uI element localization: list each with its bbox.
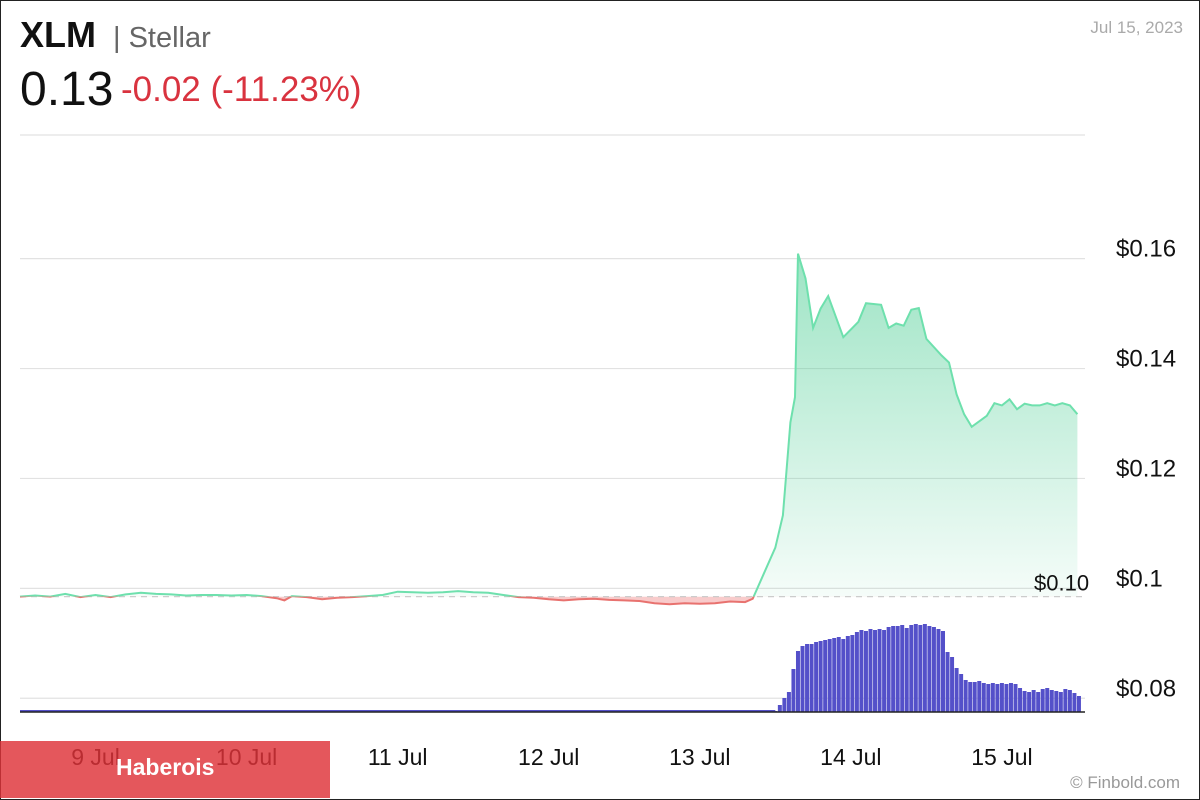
volume-bar bbox=[809, 644, 814, 712]
volume-bar bbox=[1054, 691, 1059, 712]
volume-bar bbox=[841, 639, 846, 712]
volume-bar bbox=[909, 625, 914, 712]
y-tick-label: $0.12 bbox=[1116, 455, 1176, 482]
volume-bar bbox=[922, 624, 927, 712]
volume-bar bbox=[1045, 688, 1050, 712]
volume-bar bbox=[1008, 683, 1013, 712]
volume-bar bbox=[945, 652, 950, 712]
volume-bar bbox=[1076, 696, 1081, 712]
price-line-up bbox=[19, 253, 1079, 597]
current-price: 0.13 bbox=[20, 63, 114, 116]
volume-bar bbox=[868, 629, 873, 712]
volume-bar bbox=[791, 669, 796, 712]
price-change: -0.02 (-11.23%) bbox=[121, 70, 362, 109]
volume-bar bbox=[1018, 688, 1023, 712]
volume-bar bbox=[977, 681, 982, 712]
volume-bar bbox=[1040, 689, 1045, 712]
volume-bar bbox=[931, 627, 936, 712]
volume-bar bbox=[950, 657, 955, 712]
baseline-label: $0.10 bbox=[1034, 571, 1089, 596]
volume-bar bbox=[859, 630, 864, 712]
x-tick-label: 14 Jul bbox=[820, 744, 881, 770]
volume-bar bbox=[1004, 684, 1009, 712]
watermark-banner bbox=[0, 741, 330, 798]
volume-bar bbox=[918, 625, 923, 712]
volume-bar bbox=[900, 625, 905, 712]
y-tick-label: $0.16 bbox=[1116, 236, 1176, 263]
volume-bar bbox=[986, 684, 991, 712]
volume-bar bbox=[990, 683, 995, 712]
volume-bar bbox=[927, 626, 932, 712]
volume-bar bbox=[1031, 690, 1036, 712]
volume-bar bbox=[886, 627, 891, 712]
volume-bar bbox=[863, 631, 868, 712]
volume-bar bbox=[873, 630, 878, 712]
volume-bar bbox=[1036, 692, 1041, 712]
volume-bar bbox=[891, 626, 896, 712]
volume-bar bbox=[1022, 691, 1027, 712]
volume-bar bbox=[954, 668, 959, 712]
asset-name: | Stellar bbox=[113, 22, 211, 54]
volume-bar bbox=[941, 631, 945, 712]
volume-bar bbox=[827, 639, 832, 712]
volume-bar bbox=[845, 636, 850, 712]
x-tick-label: 13 Jul bbox=[669, 744, 730, 770]
x-tick-label: 12 Jul bbox=[518, 744, 579, 770]
x-tick-label: 15 Jul bbox=[971, 744, 1032, 770]
volume-bar bbox=[904, 628, 909, 712]
volume-bar bbox=[786, 692, 791, 712]
area-fill-down bbox=[20, 596, 1078, 605]
volume-bar bbox=[805, 644, 810, 712]
volume-bar bbox=[836, 637, 841, 712]
volume-bar bbox=[800, 646, 805, 712]
volume-bar bbox=[959, 674, 964, 712]
volume-bar bbox=[823, 640, 828, 712]
source-credit: © Finbold.com bbox=[1070, 773, 1180, 792]
volume-bar bbox=[1063, 689, 1068, 712]
volume-bar bbox=[882, 630, 887, 712]
y-tick-label: $0.14 bbox=[1116, 346, 1176, 373]
volume-bar bbox=[850, 635, 855, 712]
price-line-down bbox=[19, 596, 755, 606]
volume-bar bbox=[1058, 692, 1063, 712]
volume-bar bbox=[936, 629, 941, 712]
volume-bar bbox=[1067, 690, 1072, 712]
volume-bar bbox=[913, 624, 918, 712]
volume-bar bbox=[968, 682, 973, 712]
area-fill-up bbox=[20, 253, 1078, 597]
y-tick-label: $0.08 bbox=[1116, 675, 1176, 702]
volume-bar bbox=[777, 705, 782, 712]
volume-bar bbox=[1049, 690, 1054, 712]
volume-bar bbox=[814, 642, 819, 712]
volume-bar bbox=[963, 680, 968, 712]
volume-bar bbox=[818, 641, 823, 712]
volume-bar bbox=[795, 651, 800, 712]
volume-bar bbox=[995, 684, 1000, 712]
volume-bar bbox=[1013, 684, 1018, 712]
volume-bar bbox=[999, 683, 1004, 712]
volume-bar bbox=[854, 632, 859, 712]
volume-bar bbox=[877, 629, 882, 712]
volume-bar-low bbox=[20, 710, 776, 712]
volume-bar bbox=[782, 698, 787, 712]
volume-bar bbox=[1072, 693, 1077, 712]
chart-date: Jul 15, 2023 bbox=[1090, 18, 1183, 37]
watermark-text: Haberois bbox=[116, 754, 215, 780]
volume-bar bbox=[981, 683, 986, 712]
volume-bar bbox=[972, 682, 977, 712]
x-tick-label: 11 Jul bbox=[368, 744, 428, 770]
volume-bar bbox=[1027, 692, 1032, 712]
ticker-symbol: XLM bbox=[20, 14, 96, 55]
y-tick-label: $0.1 bbox=[1116, 565, 1163, 592]
volume-bar bbox=[832, 638, 837, 712]
volume-bar bbox=[895, 626, 900, 712]
